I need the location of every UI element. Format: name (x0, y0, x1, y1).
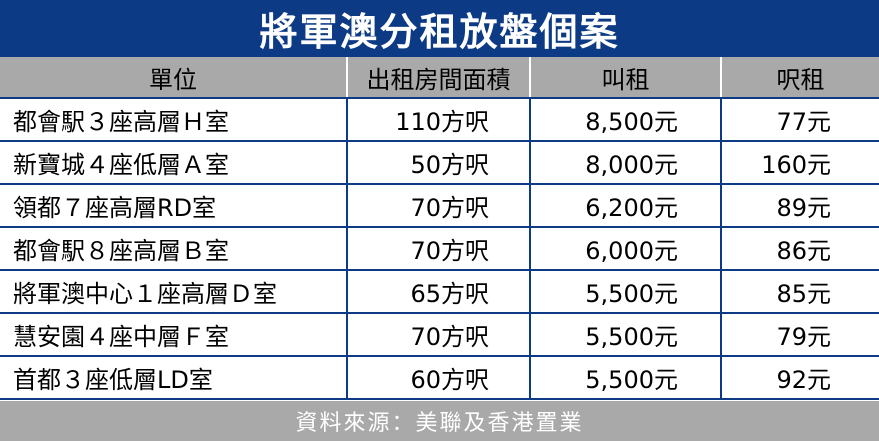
rent-cell: 6,000元 (529, 228, 720, 269)
area-cell: 70方呎 (346, 314, 529, 355)
rent-cell: 6,200元 (529, 185, 720, 226)
table-row: 都會駅３座高層Ｈ室 110方呎 8,500元 77元 (0, 99, 879, 142)
rent-cell: 8,000元 (529, 142, 720, 183)
header-room-area: 出租房間面積 (346, 57, 529, 97)
area-cell: 70方呎 (346, 228, 529, 269)
rent-per-sqft-cell: 86元 (720, 228, 879, 269)
rent-per-sqft-cell: 77元 (720, 99, 879, 140)
rent-per-sqft-cell: 85元 (720, 271, 879, 312)
area-cell: 110方呎 (346, 99, 529, 140)
rent-cell: 5,500元 (529, 357, 720, 398)
table-row: 都會駅８座高層Ｂ室 70方呎 6,000元 86元 (0, 228, 879, 271)
rental-table: 單位 出租房間面積 叫租 呎租 都會駅３座高層Ｈ室 110方呎 8,500元 7… (0, 57, 879, 400)
rent-cell: 5,500元 (529, 271, 720, 312)
rent-per-sqft-cell: 92元 (720, 357, 879, 398)
unit-cell: 都會駅３座高層Ｈ室 (13, 108, 229, 136)
area-cell: 60方呎 (346, 357, 529, 398)
header-rent-per-sqft: 呎租 (720, 57, 879, 97)
table-row: 將軍澳中心１座高層Ｄ室 65方呎 5,500元 85元 (0, 271, 879, 314)
unit-cell: 領都７座高層RD室 (13, 194, 217, 222)
table-row: 首都３座低層LD室 60方呎 5,500元 92元 (0, 357, 879, 400)
table-title: 將軍澳分租放盤個案 (0, 0, 879, 57)
rent-cell: 8,500元 (529, 99, 720, 140)
unit-cell: 將軍澳中心１座高層Ｄ室 (13, 280, 277, 308)
area-cell: 65方呎 (346, 271, 529, 312)
unit-cell: 慧安園４座中層Ｆ室 (13, 323, 229, 351)
header-row: 單位 出租房間面積 叫租 呎租 (0, 57, 879, 99)
rent-per-sqft-cell: 89元 (720, 185, 879, 226)
rent-per-sqft-cell: 79元 (720, 314, 879, 355)
header-unit: 單位 (149, 65, 197, 94)
area-cell: 50方呎 (346, 142, 529, 183)
unit-cell: 新寶城４座低層Ａ室 (13, 151, 229, 179)
table-row: 新寶城４座低層Ａ室 50方呎 8,000元 160元 (0, 142, 879, 185)
rent-cell: 5,500元 (529, 314, 720, 355)
source-note: 資料來源：美聯及香港置業 (0, 401, 879, 441)
table-row: 領都７座高層RD室 70方呎 6,200元 89元 (0, 185, 879, 228)
table-row: 慧安園４座中層Ｆ室 70方呎 5,500元 79元 (0, 314, 879, 357)
unit-cell: 首都３座低層LD室 (13, 366, 213, 394)
header-asking-rent: 叫租 (529, 57, 720, 97)
rent-per-sqft-cell: 160元 (720, 142, 879, 183)
unit-cell: 都會駅８座高層Ｂ室 (13, 237, 229, 265)
area-cell: 70方呎 (346, 185, 529, 226)
